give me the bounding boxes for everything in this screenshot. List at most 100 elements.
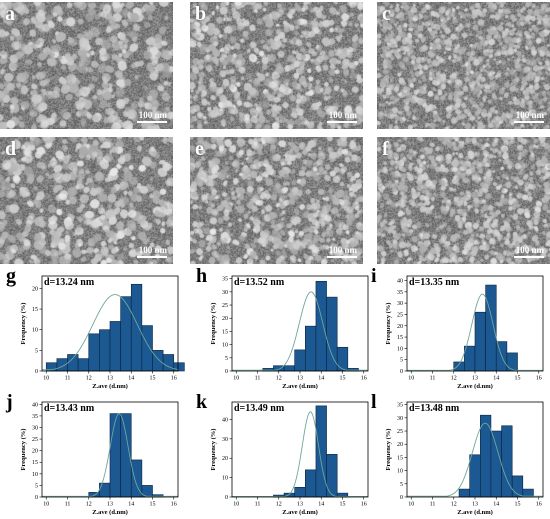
sem-image-a: a 100 nm	[0, 2, 173, 129]
panel-label: g	[6, 265, 16, 287]
y-tick-label: 15	[32, 307, 38, 313]
scale-bar-label: 100 nm	[328, 245, 357, 255]
y-tick-label: 0	[35, 369, 38, 375]
x-tick-label: 14	[318, 376, 324, 382]
histogram-plot: 10 11 12 13 14 15 16 0 5 10 15 20 25 30 35 40 Z.ave (d.n…	[20, 401, 179, 516]
y-tick-label: 0	[400, 369, 403, 375]
histogram-bar	[77, 358, 90, 372]
sem-image-e: e 100 nm	[190, 137, 363, 264]
y-tick-label: 20	[222, 316, 228, 322]
x-tick-label: 14	[128, 502, 134, 508]
y-axis-title: Frequency (%)	[210, 303, 217, 345]
y-tick-label: 10	[397, 346, 403, 352]
y-tick-label: 15	[397, 455, 403, 461]
y-tick-label: 5	[400, 358, 403, 364]
x-tick-label: 13	[107, 376, 113, 382]
sem-image-b: b 100 nm	[190, 2, 363, 129]
scale-bar	[137, 121, 167, 123]
histogram-bar	[326, 296, 338, 372]
histogram-bar	[305, 469, 317, 498]
histogram-bar	[458, 488, 470, 498]
sem-texture	[190, 137, 363, 264]
scale-bar-label: 100 nm	[138, 245, 167, 255]
y-tick-label: 30	[397, 301, 403, 307]
x-tick-label: 14	[493, 376, 499, 382]
y-tick-label: 35	[32, 414, 38, 420]
y-tick-label: 20	[397, 442, 403, 448]
histogram-bar	[173, 362, 185, 372]
x-tick-label: 15	[340, 502, 346, 508]
sem-texture	[0, 2, 173, 129]
gaussian-fit-line	[232, 411, 368, 497]
x-tick-label: 13	[297, 502, 303, 508]
histogram-bar	[141, 325, 153, 372]
x-tick-label: 12	[86, 502, 92, 508]
scale-bar	[327, 121, 357, 123]
panel-label: j	[6, 391, 13, 413]
x-tick-label: 11	[65, 502, 71, 508]
x-tick-label: 14	[318, 502, 324, 508]
x-tick-label: 12	[276, 376, 282, 382]
x-axis-title: Z.ave (d.nm)	[92, 509, 128, 516]
sem-texture	[0, 137, 173, 264]
scale-bar	[327, 256, 357, 258]
x-tick-label: 16	[361, 376, 367, 382]
x-tick-label: 11	[430, 502, 436, 508]
y-tick-label: 35	[397, 403, 403, 409]
x-tick-label: 12	[276, 502, 282, 508]
y-tick-label: 0	[35, 495, 38, 501]
scale-bar-label: 100 nm	[515, 110, 544, 120]
panel-label: k	[196, 391, 208, 413]
histogram-bar	[464, 345, 476, 372]
y-tick-label: 10	[222, 343, 228, 349]
mean-diameter-label: d=13.49 nm	[234, 403, 285, 414]
x-tick-label: 15	[515, 502, 521, 508]
y-tick-label: 35	[397, 290, 403, 296]
x-tick-label: 13	[297, 376, 303, 382]
histogram-bar	[67, 354, 79, 372]
y-tick-label: 25	[32, 437, 38, 443]
sem-texture	[377, 2, 550, 129]
x-tick-label: 15	[515, 376, 521, 382]
x-tick-label: 11	[255, 376, 261, 382]
x-tick-label: 14	[128, 376, 134, 382]
scale-bar-label: 100 nm	[515, 245, 544, 255]
gaussian-fit-line	[232, 291, 368, 371]
gaussian-fit-line	[407, 293, 543, 371]
panel-label: c	[382, 3, 391, 25]
y-tick-label: 0	[400, 495, 403, 501]
panel-label: f	[382, 138, 389, 160]
y-axis-title: Frequency (%)	[20, 303, 27, 345]
sem-texture	[377, 137, 550, 264]
y-axis-title: Frequency (%)	[210, 429, 217, 471]
y-axis-title: Frequency (%)	[20, 429, 27, 471]
x-axis-title: Z.ave (d.nm)	[457, 509, 493, 516]
histogram-g: 10 11 12 13 14 15 16 0 5 10 15 20 Z.ave (d.nm) Freque…	[6, 265, 186, 391]
y-tick-label: 5	[35, 348, 38, 354]
y-tick-label: 10	[397, 469, 403, 475]
histogram-bar	[474, 311, 486, 372]
histogram-bar	[120, 296, 132, 372]
y-tick-label: 0	[225, 369, 228, 375]
histogram-bar	[506, 352, 518, 372]
y-axis-title: Frequency (%)	[385, 429, 392, 471]
x-tick-label: 10	[408, 376, 414, 382]
histogram-plot: 10 11 12 13 14 15 16 0 5 10 15 20 25 30 35 Z.ave (d.nm)…	[385, 401, 544, 516]
histogram-bar	[294, 487, 306, 498]
histogram-bar	[315, 405, 327, 498]
histogram-bar	[294, 349, 306, 372]
panel-label: i	[371, 265, 377, 287]
y-tick-label: 25	[397, 429, 403, 435]
y-tick-label: 35	[222, 277, 228, 283]
x-axis-title: Z.ave (d.nm)	[282, 383, 318, 390]
y-tick-label: 25	[222, 303, 228, 309]
x-tick-label: 16	[536, 502, 542, 508]
x-tick-label: 10	[233, 502, 239, 508]
sem-image-d: d 100 nm	[0, 137, 173, 264]
histogram-bar	[109, 413, 121, 498]
panel-label: l	[371, 391, 377, 413]
mean-diameter-label: d=13.24 nm	[44, 277, 95, 288]
gaussian-fit-line	[42, 413, 178, 497]
x-tick-label: 12	[86, 376, 92, 382]
x-tick-label: 15	[150, 376, 156, 382]
